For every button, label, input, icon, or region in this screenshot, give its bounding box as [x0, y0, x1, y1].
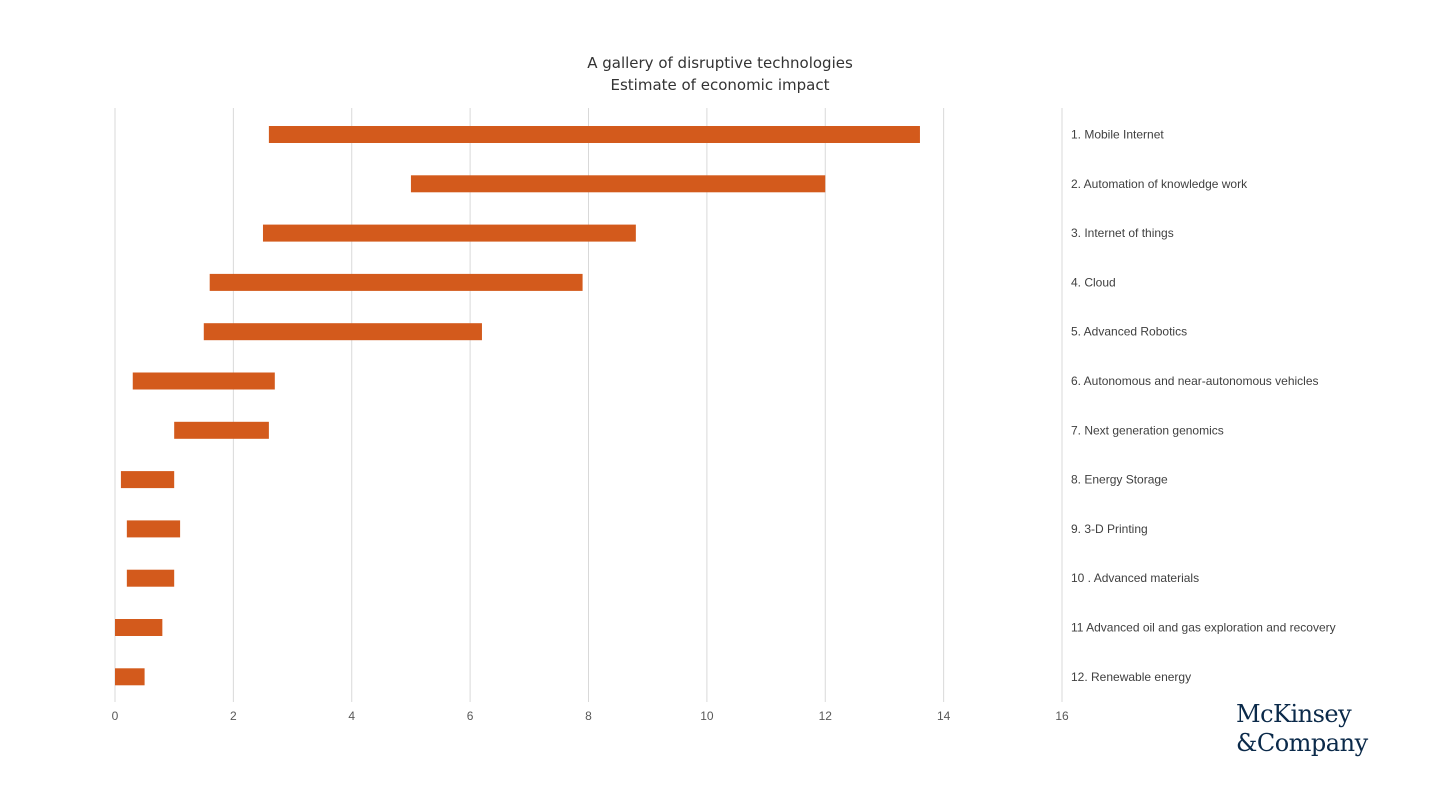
x-tick-label: 16	[1055, 709, 1069, 723]
category-label: 10 . Advanced materials	[1071, 571, 1199, 585]
category-label: 1. Mobile Internet	[1071, 128, 1164, 142]
range-bar	[174, 421, 269, 439]
category-label: 3. Internet of things	[1071, 226, 1174, 240]
x-tick-label: 6	[467, 709, 474, 723]
range-bar	[115, 619, 163, 636]
chart-title-block: A gallery of disruptive technologies Est…	[420, 52, 1020, 96]
range-bar	[126, 520, 181, 538]
x-tick-label: 14	[937, 709, 951, 723]
category-labels: 1. Mobile Internet 2. Automation of knowl…	[1071, 128, 1336, 684]
category-label: 4. Cloud	[1071, 275, 1116, 289]
range-bar	[268, 126, 920, 143]
category-label: 6. Autonomous and near-autonomous vehicl…	[1071, 374, 1319, 388]
range-bar	[209, 273, 583, 291]
category-label: 2. Automation of knowledge work	[1071, 177, 1248, 191]
range-bar	[126, 569, 175, 587]
chart-title: A gallery of disruptive technologies	[587, 54, 853, 72]
x-tick-label: 4	[348, 709, 355, 723]
x-tick-label: 10	[700, 709, 714, 723]
category-label: 11 Advanced oil and gas exploration and …	[1071, 621, 1336, 635]
x-axis-ticks: 0 2 4 6 8 10 12 14 16	[112, 709, 1069, 723]
range-bar	[120, 471, 175, 489]
x-tick-label: 12	[819, 709, 833, 723]
range-bar	[115, 668, 145, 686]
mckinsey-logo: McKinsey &Company	[1236, 700, 1368, 758]
logo-line-1: McKinsey	[1236, 700, 1352, 728]
x-tick-label: 8	[585, 709, 592, 723]
range-bar	[203, 323, 482, 341]
range-bar	[132, 372, 275, 390]
x-tick-label: 0	[112, 709, 119, 723]
grid-lines	[114, 108, 1063, 702]
bars	[115, 126, 920, 686]
logo-line-2: &Company	[1236, 729, 1368, 757]
category-label: 7. Next generation genomics	[1071, 423, 1224, 437]
x-tick-label: 2	[230, 709, 237, 723]
category-label: 12. Renewable energy	[1071, 670, 1191, 684]
range-bar	[262, 224, 636, 242]
category-label: 9. 3-D Printing	[1071, 522, 1148, 536]
category-label: 8. Energy Storage	[1071, 473, 1168, 487]
category-label: 5. Advanced Robotics	[1071, 325, 1187, 339]
chart-subtitle: Estimate of economic impact	[610, 76, 830, 94]
range-bar	[410, 175, 826, 193]
